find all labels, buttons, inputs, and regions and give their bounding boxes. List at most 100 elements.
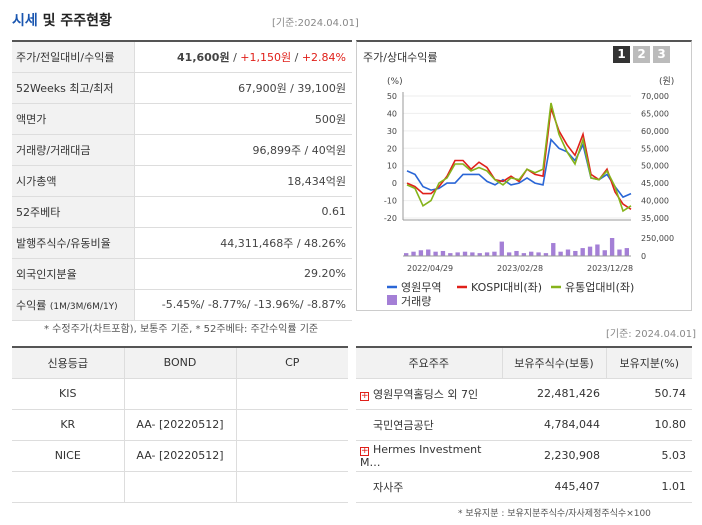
y-right-tick: 70,000	[641, 92, 669, 101]
legend-swatch	[387, 295, 397, 305]
volume-bar	[521, 253, 527, 256]
volume-bar	[418, 250, 424, 256]
volume-bar	[404, 253, 409, 256]
y-left-tick: 40	[387, 109, 397, 118]
price-chart: (%) (원) 50 70,000 40 65,000 30 60,000 20 55,000 10…	[384, 76, 674, 308]
holder-shares: 2,230,908	[502, 440, 606, 472]
info-label: 발행주식수/유동비율	[12, 227, 135, 259]
holder-pct: 10.80	[606, 409, 692, 441]
info-row: 52Weeks 최고/최저 67,900원 / 39,100원	[12, 72, 352, 104]
y-left-tick: -10	[384, 197, 397, 206]
credit-cp	[236, 378, 348, 410]
info-label: 액면가	[12, 103, 135, 135]
info-row: 52주베타 0.61	[12, 196, 352, 228]
holders-footnote: * 보유지분 : 보유지분주식수/자사제정주식수×100	[458, 509, 651, 519]
volume-bar	[484, 252, 490, 256]
period-button-2[interactable]: 2	[633, 46, 650, 63]
credit-bond: AA- [20220512]	[124, 409, 237, 441]
holders-header: 보유지분(%)	[606, 347, 692, 379]
period-button-3[interactable]: 3	[653, 46, 670, 63]
sep: /	[229, 50, 241, 64]
info-footnote: * 수정주가(차트포함), 보통주 기준, * 52주베타: 주간수익률 기준	[44, 324, 319, 335]
info-value: 96,899주 / 40억원	[134, 134, 352, 166]
shareholders-table: 주요주주 보유주식수(보통) 보유지분(%) + 영원무역홀딩스 외 7인 22,…	[356, 346, 692, 503]
holder-name: 국민연금공단	[356, 409, 502, 441]
info-row: 주가/전일대비/수익률 41,600원 / +1,150원 / +2.84%	[12, 41, 352, 73]
holder-row: 자사주 445,407 1.01	[356, 471, 692, 503]
volume-bar	[514, 250, 519, 256]
holder-row: + 영원무역홀딩스 외 7인 22,481,426 50.74	[356, 378, 692, 410]
x-tick: 2023/02/28	[497, 264, 543, 273]
volume-bar	[506, 252, 512, 256]
x-tick: 2022/04/29	[407, 264, 453, 273]
series-line	[406, 102, 632, 213]
credit-agency: NICE	[12, 440, 125, 472]
credit-row: KIS	[12, 378, 348, 410]
y-left-tick: 0	[392, 179, 397, 188]
expand-icon[interactable]: +	[360, 390, 369, 401]
info-value: 500원	[134, 103, 352, 135]
holders-header: 주요주주	[356, 347, 503, 379]
sep: /	[291, 50, 302, 64]
credit-cp	[236, 440, 348, 472]
y-right-tick: 65,000	[641, 109, 669, 118]
legend-label: KOSPI대비(좌)	[471, 281, 542, 294]
holder-name: 영원무역홀딩스 외 7인	[373, 387, 479, 401]
volume-bar	[470, 252, 475, 256]
credit-header: BOND	[124, 347, 237, 379]
volume-bar	[499, 241, 504, 256]
volume-bar	[587, 246, 593, 256]
credit-agency: KIS	[12, 378, 125, 410]
y-right-tick: 40,000	[641, 197, 669, 206]
price-value: 41,600원	[177, 50, 230, 64]
info-value: 0.61	[134, 196, 352, 228]
volume-bar	[433, 251, 438, 256]
holder-name-cell: + Hermes Investment M…	[356, 440, 502, 472]
volume-bar	[477, 253, 482, 256]
holder-shares: 4,784,044	[502, 409, 606, 441]
y-right-tick: 50,000	[641, 162, 669, 171]
holder-pct: 5.03	[606, 440, 692, 472]
holder-name: Hermes Investment M…	[360, 442, 482, 469]
y-right-tick: 55,000	[641, 144, 669, 153]
volume-bar	[595, 244, 600, 256]
expand-icon[interactable]: +	[360, 445, 369, 456]
chart-title: 주가/상대수익률	[363, 51, 438, 64]
holder-row: 국민연금공단 4,784,044 10.80	[356, 409, 692, 441]
volume-tick: 0	[641, 252, 646, 261]
price-info-table: 주가/전일대비/수익률 41,600원 / +1,150원 / +2.84% 5…	[12, 40, 352, 321]
credit-agency: KR	[12, 409, 125, 441]
base-date: [기준:2024.04.01]	[272, 18, 359, 29]
title-main: 시세	[12, 13, 38, 29]
holder-name: 자사주	[356, 471, 502, 503]
volume-bar	[426, 249, 431, 256]
info-value: 67,900원 / 39,100원	[134, 72, 352, 104]
holder-pct: 1.01	[606, 471, 692, 503]
volume-tick: 250,000	[641, 234, 674, 243]
y-left-tick: 30	[387, 127, 397, 136]
series-line	[406, 107, 632, 210]
volume-bar	[411, 251, 416, 256]
right-unit-label: (원)	[659, 76, 674, 87]
legend-label: 영원무역	[401, 281, 441, 294]
info-row: 거래량/거래대금 96,899주 / 40억원	[12, 134, 352, 166]
info-label: 수익률 (1M/3M/6M/1Y)	[12, 289, 135, 321]
info-label: 거래량/거래대금	[12, 134, 135, 166]
credit-cp	[236, 409, 348, 441]
y-left-tick: 20	[387, 144, 397, 153]
volume-bar	[543, 253, 549, 256]
volume-bar	[573, 250, 578, 256]
credit-header: CP	[236, 347, 348, 379]
info-label: 52Weeks 최고/최저	[12, 72, 135, 104]
holder-shares: 22,481,426	[502, 378, 606, 410]
credit-agency	[12, 471, 125, 503]
holder-row: + Hermes Investment M… 2,230,908 5.03	[356, 440, 692, 472]
y-left-tick: -20	[384, 214, 397, 223]
y-right-tick: 45,000	[641, 179, 669, 188]
period-button-1[interactable]: 1	[613, 46, 630, 63]
info-value: 44,311,468주 / 48.26%	[134, 227, 352, 259]
volume-bar	[448, 253, 453, 256]
volume-bar	[529, 251, 534, 256]
